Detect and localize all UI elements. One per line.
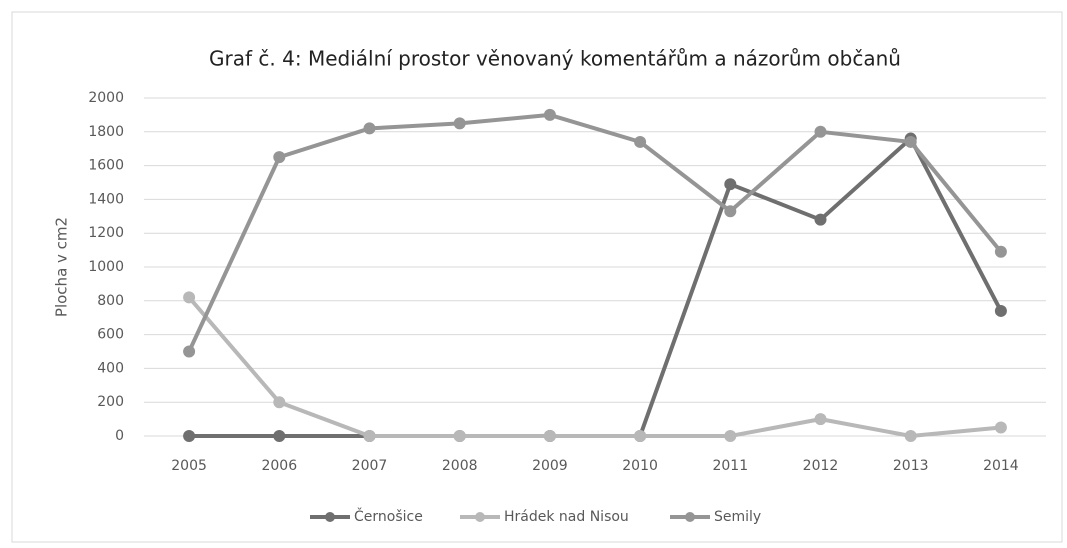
- legend-label: Semily: [714, 509, 761, 525]
- chart-title: Graf č. 4: Mediální prostor věnovaný kom…: [209, 47, 901, 71]
- y-tick-label: 1000: [88, 259, 124, 275]
- series-line: [187, 296, 1002, 438]
- x-tick-label: 2014: [983, 458, 1019, 474]
- y-tick-label: 1400: [88, 191, 124, 207]
- x-tick-label: 2005: [171, 458, 207, 474]
- legend-label: Černošice: [354, 507, 423, 525]
- y-tick-label: 600: [97, 327, 124, 343]
- point: [183, 430, 196, 442]
- point: [904, 430, 917, 442]
- point: [904, 135, 917, 148]
- y-tick-label: 1600: [88, 158, 124, 174]
- y-tick-label: 1800: [88, 124, 124, 140]
- y-tick-label: 0: [115, 428, 124, 444]
- legend-marker: [325, 512, 335, 522]
- point: [363, 430, 376, 442]
- point: [814, 213, 827, 226]
- series-line: [187, 112, 1003, 353]
- point: [994, 421, 1007, 434]
- legend-marker: [685, 512, 695, 522]
- y-axis-label: Plocha v cm2: [53, 217, 71, 317]
- point: [994, 245, 1007, 258]
- point: [543, 108, 556, 121]
- point: [543, 430, 556, 442]
- point: [724, 178, 737, 191]
- x-tick-label: 2006: [261, 458, 297, 474]
- point: [814, 413, 827, 426]
- point: [634, 430, 647, 442]
- point: [363, 122, 376, 135]
- point: [994, 304, 1007, 317]
- point: [183, 345, 196, 358]
- point: [634, 135, 647, 148]
- y-tick-label: 2000: [88, 90, 124, 106]
- y-tick-label: 400: [97, 360, 124, 376]
- point: [814, 125, 827, 138]
- x-tick-label: 2009: [532, 458, 568, 474]
- y-tick-label: 200: [97, 394, 124, 410]
- x-tick-label: 2013: [893, 458, 929, 474]
- point: [273, 430, 286, 442]
- x-tick-label: 2008: [442, 458, 478, 474]
- x-tick-label: 2007: [352, 458, 388, 474]
- point: [453, 117, 466, 130]
- point: [453, 430, 466, 442]
- x-tick-label: 2012: [803, 458, 839, 474]
- legend-marker: [475, 512, 485, 522]
- y-tick-label: 800: [97, 293, 124, 309]
- x-tick-label: 2010: [622, 458, 658, 474]
- chart-frame: [11, 11, 1063, 543]
- x-tick-label: 2011: [712, 458, 748, 474]
- point: [273, 396, 286, 409]
- y-tick-label: 1200: [88, 225, 124, 241]
- point: [724, 430, 737, 442]
- legend-label: Hrádek nad Nisou: [504, 509, 629, 525]
- point: [183, 291, 196, 304]
- point: [273, 151, 286, 164]
- point: [724, 205, 737, 218]
